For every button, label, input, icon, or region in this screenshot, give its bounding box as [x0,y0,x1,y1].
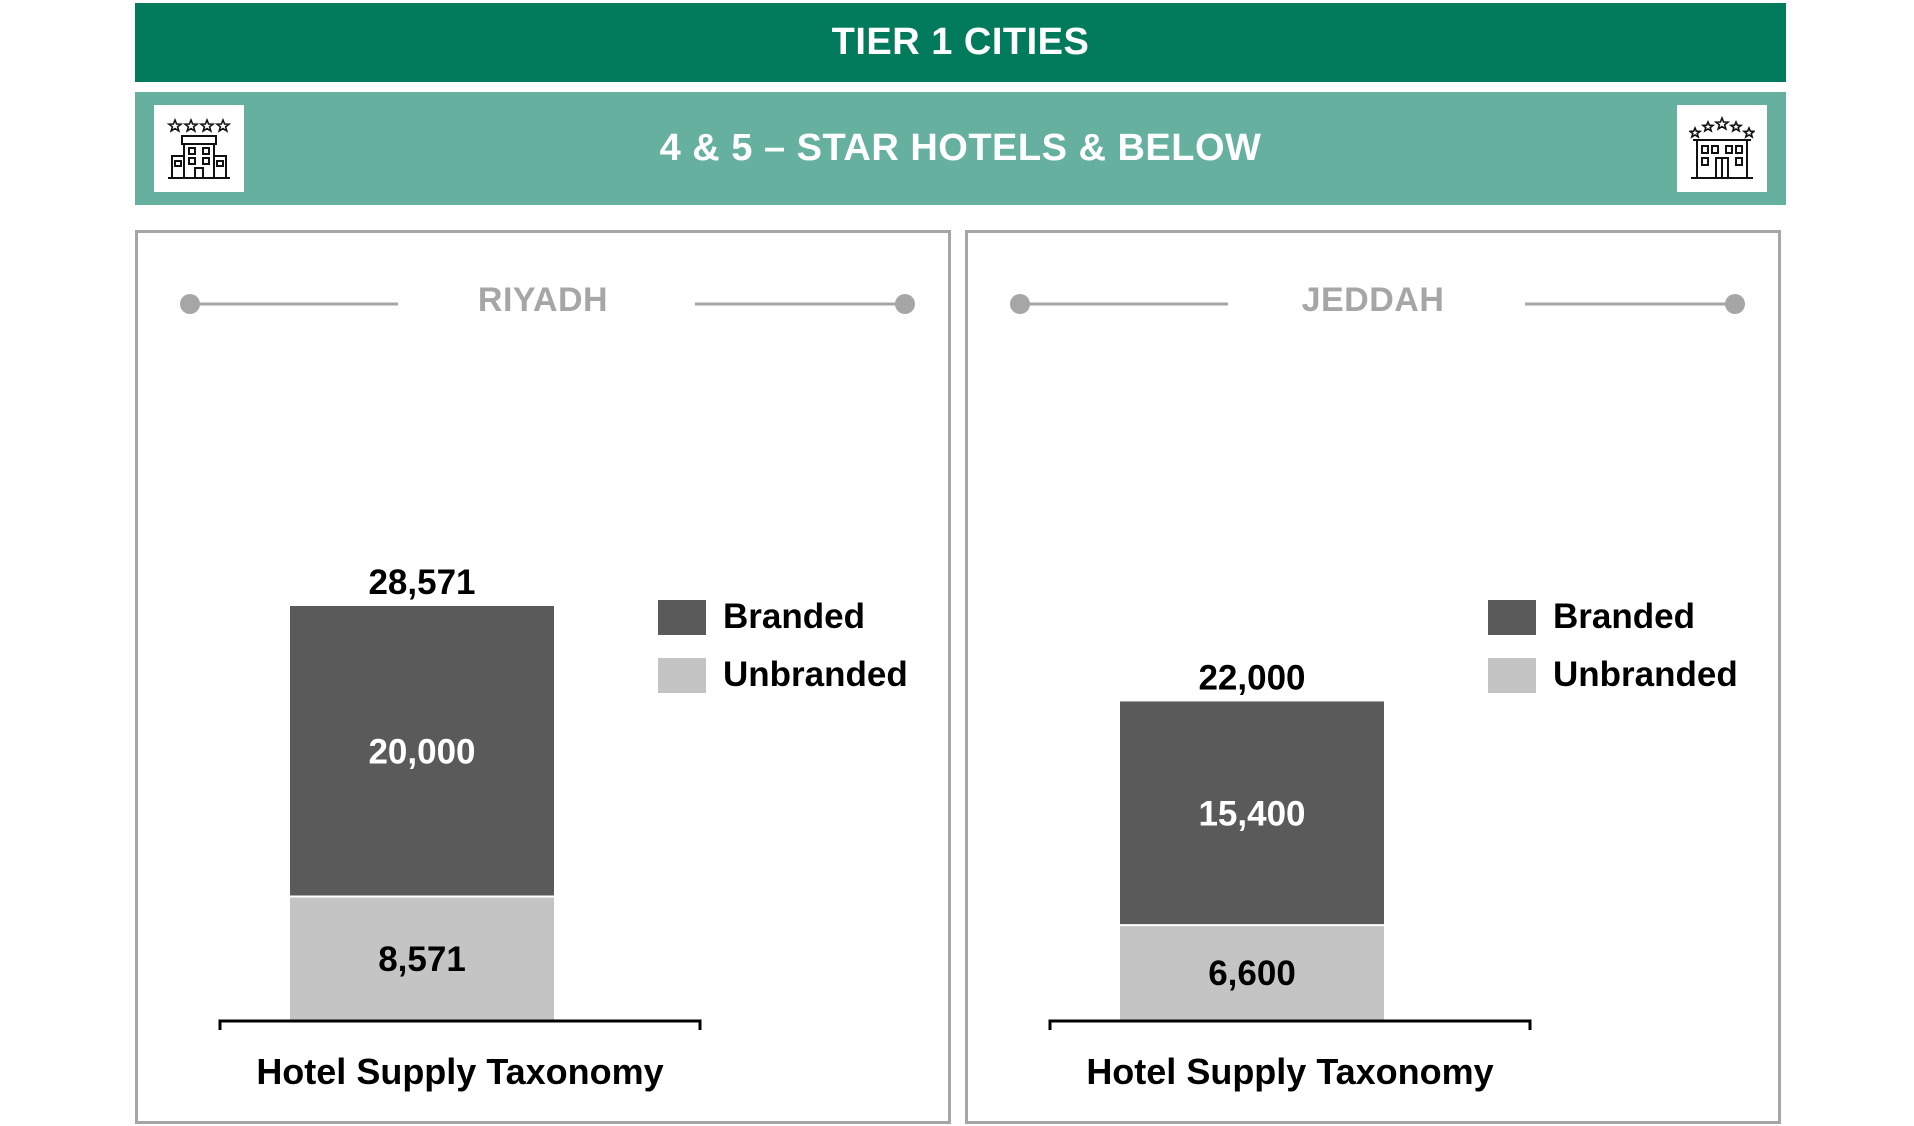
unbranded-bar-segment [1120,925,1384,1021]
tier-banner: TIER 1 CITIES [135,3,1786,82]
riyadh-panel: 28,571 20,000 8,571 RIYADH Branded Unbra… [135,230,951,1124]
x-axis-label: Hotel Supply Taxonomy [256,1051,664,1092]
legend-item-unbranded: Unbranded [1488,646,1738,704]
legend-swatch-branded [1488,599,1536,635]
x-axis-bracket [218,1019,702,1030]
unbranded-value-label: 8,571 [378,940,466,979]
branded-bar-segment [290,606,554,897]
jeddah-panel: 22,000 15,400 6,600 JEDDAH Branded Unbra… [965,230,1781,1124]
hotel-five-star-icon [1677,105,1767,192]
title-connector-right [695,294,915,314]
bar-stack [1120,701,1384,1021]
unbranded-bar-segment [290,896,554,1021]
title-connector-left [1010,294,1228,314]
unbranded-value-label: 6,600 [1208,954,1296,993]
legend-label-branded: Branded [723,597,865,636]
jeddah-chart: 22,000 15,400 6,600 [1010,294,1745,1030]
title-connector-right [1525,294,1745,314]
riyadh-chart: 28,571 20,000 8,571 [180,294,915,1030]
tier-title: TIER 1 CITIES [831,21,1090,63]
legend-label-unbranded: Unbranded [1553,655,1738,694]
legend-item-branded: Branded [1488,588,1738,646]
legend-swatch-branded [658,599,706,635]
legend: Branded Unbranded [1488,588,1738,704]
city-title: JEDDAH [1301,281,1445,319]
legend: Branded Unbranded [658,588,908,704]
legend-item-branded: Branded [658,588,908,646]
legend-swatch-unbranded [1488,657,1536,693]
city-title: RIYADH [477,281,609,319]
branded-bar-segment [1120,701,1384,926]
hotel-class-banner: 4 & 5 – STAR HOTELS & BELOW [135,92,1786,205]
x-axis-bracket [1048,1019,1532,1030]
legend-swatch-unbranded [658,657,706,693]
bar-total-label: 22,000 [1198,658,1305,697]
branded-value-label: 20,000 [368,732,475,771]
legend-item-unbranded: Unbranded [658,646,908,704]
hotel-four-star-icon [154,105,244,192]
bar-stack [290,606,554,1021]
branded-value-label: 15,400 [1198,794,1305,833]
title-connector-left [180,294,398,314]
legend-label-unbranded: Unbranded [723,655,908,694]
x-axis-label: Hotel Supply Taxonomy [1086,1051,1494,1092]
bar-total-label: 28,571 [368,563,475,602]
legend-label-branded: Branded [1553,597,1695,636]
hotel-class-title: 4 & 5 – STAR HOTELS & BELOW [659,127,1262,169]
